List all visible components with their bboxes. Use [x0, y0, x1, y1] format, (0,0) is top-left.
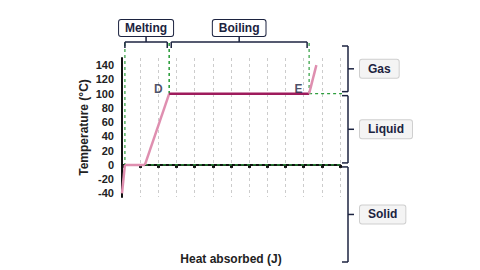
svg-text:D: D: [154, 82, 163, 96]
svg-text:80: 80: [102, 102, 114, 114]
svg-text:Gas: Gas: [368, 62, 391, 76]
svg-text:Liquid: Liquid: [368, 122, 404, 136]
svg-text:100: 100: [96, 88, 114, 100]
svg-text:Boiling: Boiling: [219, 21, 260, 35]
svg-text:E: E: [295, 82, 303, 96]
svg-text:0: 0: [108, 159, 114, 171]
svg-text:20: 20: [102, 145, 114, 157]
svg-text:140: 140: [96, 59, 114, 71]
svg-text:60: 60: [102, 116, 114, 128]
svg-text:40: 40: [102, 130, 114, 142]
svg-text:Heat absorbed (J): Heat absorbed (J): [180, 252, 281, 266]
svg-text:Solid: Solid: [368, 207, 397, 221]
svg-text:-40: -40: [98, 187, 114, 199]
svg-text:Melting: Melting: [125, 21, 167, 35]
svg-text:Temperature (°C): Temperature (°C): [77, 79, 91, 176]
svg-text:-20: -20: [98, 173, 114, 185]
svg-text:120: 120: [96, 73, 114, 85]
